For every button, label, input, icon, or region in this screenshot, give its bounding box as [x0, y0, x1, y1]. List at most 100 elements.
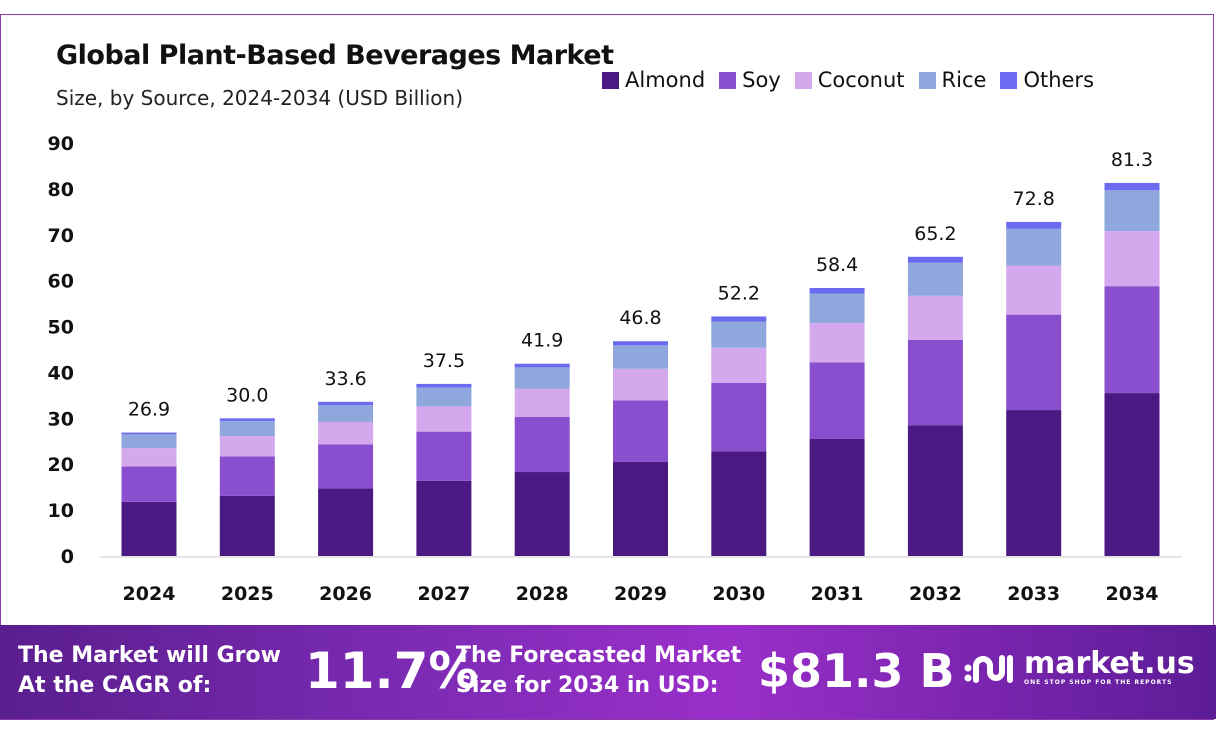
bar-segment-almond: [121, 501, 177, 556]
legend-label: Rice: [941, 68, 987, 92]
bar-segment-rice: [121, 434, 177, 449]
bar-segment-others: [613, 341, 668, 346]
bar-segment-almond: [219, 495, 275, 556]
total-label: 26.9: [128, 399, 170, 421]
footer-banner: The Market will Grow At the CAGR of: 11.7…: [0, 625, 1216, 719]
x-tick-label: 2032: [909, 583, 962, 605]
bar-segment-rice: [809, 293, 865, 323]
x-tick-label: 2025: [221, 583, 274, 605]
bar-segment-soy: [318, 444, 374, 489]
legend: Almond Soy Coconut Rice Others: [602, 68, 1094, 92]
bar-segment-others: [907, 256, 963, 263]
bar-segment-coconut: [514, 388, 570, 417]
market-us-logo: market.us ONE STOP SHOP FOR THE REPORTS: [962, 649, 1195, 686]
y-tick-label: 60: [48, 271, 74, 293]
bar-segment-coconut: [1006, 265, 1062, 315]
bar-segment-almond: [711, 451, 767, 556]
bar-segment-others: [809, 288, 865, 294]
chart: 010203040506070809026.9202430.0202533.62…: [48, 133, 1182, 605]
cagr-label: The Market will Grow At the CAGR of:: [18, 641, 281, 701]
x-tick-label: 2033: [1007, 583, 1060, 605]
bar-segment-rice: [318, 405, 374, 423]
bar-segment-coconut: [416, 406, 472, 432]
bar-segment-others: [1006, 221, 1062, 229]
legend-swatch: [1000, 71, 1018, 89]
bar-segment-rice: [1104, 190, 1160, 232]
x-tick-label: 2024: [123, 583, 176, 605]
y-tick-label: 0: [61, 546, 74, 568]
bar-segment-coconut: [809, 322, 865, 363]
bar-segment-soy: [514, 416, 570, 473]
legend-item: Soy: [719, 68, 781, 92]
bar-segment-coconut: [1104, 231, 1160, 287]
bar-segment-almond: [1104, 393, 1160, 556]
frame: [0, 14, 1214, 720]
bar-segment-others: [219, 418, 275, 422]
forecast-value: $81.3 B: [758, 644, 955, 698]
total-label: 30.0: [226, 384, 268, 406]
bar-segment-rice: [613, 345, 668, 369]
bar-segment-soy: [613, 400, 668, 462]
legend-item: Others: [1000, 68, 1094, 92]
total-label: 37.5: [423, 350, 465, 372]
cagr-label-line1: The Market will Grow: [18, 643, 281, 668]
logo-icon: [964, 654, 1013, 683]
legend-swatch: [602, 71, 619, 89]
bar-segment-rice: [514, 367, 570, 389]
bar-segment-soy: [416, 431, 472, 481]
total-label: 58.4: [816, 254, 858, 276]
bar-segment-rice: [416, 387, 472, 407]
bar-segment-soy: [711, 382, 767, 452]
bar-segment-rice: [907, 262, 963, 296]
bar-segment-others: [514, 363, 570, 368]
bar-segment-others: [1104, 182, 1160, 191]
bar-segment-coconut: [907, 295, 963, 340]
x-tick-label: 2027: [417, 583, 470, 605]
bar-segment-almond: [1006, 410, 1062, 556]
x-tick-label: 2029: [614, 583, 667, 605]
bar-segment-soy: [907, 339, 963, 426]
cagr-value: 11.7%: [305, 642, 479, 700]
bar-segment-soy: [121, 466, 177, 502]
bar-segment-almond: [809, 438, 865, 556]
y-tick-label: 90: [48, 133, 74, 155]
bar-segment-others: [416, 383, 472, 388]
total-label: 33.6: [324, 368, 366, 390]
y-tick-label: 70: [48, 225, 74, 247]
total-label: 46.8: [619, 307, 661, 329]
bar-segment-others: [711, 316, 767, 322]
legend-label: Soy: [742, 68, 781, 92]
total-label: 65.2: [914, 223, 956, 245]
bar-segment-soy: [809, 362, 865, 439]
x-tick-label: 2028: [516, 583, 569, 605]
bar-segment-soy: [1006, 314, 1062, 411]
bar-segment-rice: [1006, 228, 1062, 266]
bar-segment-almond: [907, 425, 963, 556]
logo-name: market.us: [1024, 646, 1195, 681]
bar-segment-almond: [514, 472, 570, 556]
legend-label: Almond: [625, 68, 706, 92]
bar-segment-coconut: [318, 422, 374, 445]
legend-label: Coconut: [817, 68, 905, 92]
bar-segment-others: [318, 401, 374, 406]
legend-item: Rice: [918, 68, 987, 92]
bar-segment-almond: [613, 461, 668, 556]
legend-swatch: [794, 71, 812, 89]
bar-segment-coconut: [219, 436, 275, 457]
legend-item: Almond: [602, 68, 705, 92]
y-tick-label: 40: [48, 362, 74, 384]
legend-swatch: [918, 71, 936, 89]
chart-title: Global Plant-Based Beverages Market: [56, 40, 614, 71]
bar-segment-soy: [219, 456, 275, 496]
y-tick-label: 10: [48, 500, 74, 522]
legend-item: Coconut: [794, 68, 905, 92]
y-tick-label: 20: [48, 454, 74, 476]
y-tick-label: 80: [48, 179, 74, 201]
x-tick-label: 2034: [1106, 583, 1159, 605]
total-label: 81.3: [1111, 149, 1153, 171]
x-tick-label: 2026: [319, 583, 372, 605]
bar-segment-coconut: [613, 368, 668, 401]
total-label: 41.9: [521, 330, 563, 352]
bar-segment-coconut: [711, 347, 767, 383]
bar-segment-rice: [711, 321, 767, 348]
